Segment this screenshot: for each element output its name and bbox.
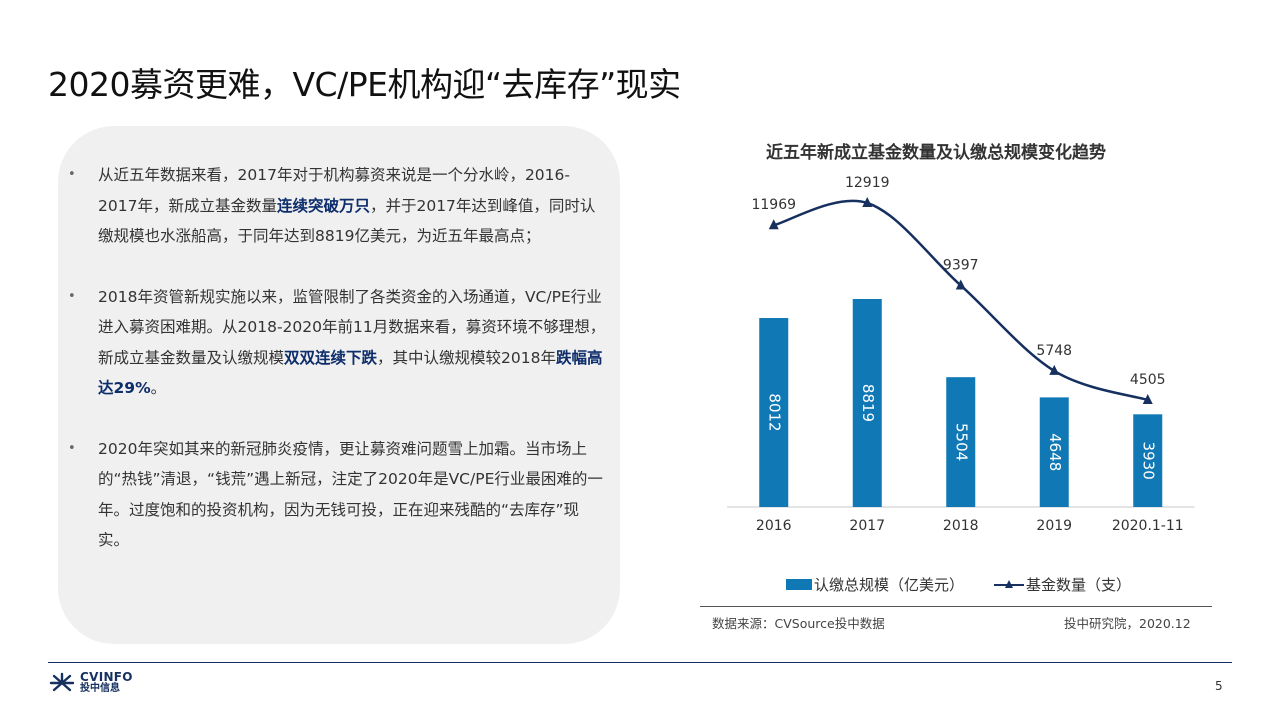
bullet-dot: • xyxy=(68,167,76,182)
bullet-dot: • xyxy=(68,288,76,304)
legend-item-bar: 认缴总规模（亿美元） xyxy=(786,574,964,595)
bullet-text: 2018年资管新规实施以来，监管限制了各类资金的入场通道，VC/PE行业进入募资… xyxy=(98,288,605,398)
bar xyxy=(1133,414,1163,507)
bar xyxy=(946,377,976,507)
emphasis-text: 跌幅高达29% xyxy=(98,348,603,398)
logo-chinese-name: 投中信息 xyxy=(80,683,120,694)
bar-value-label: 4648 xyxy=(1046,433,1064,471)
chart-legend: 认缴总规模（亿美元） 基金数量（支） xyxy=(786,574,1131,595)
line-marker xyxy=(768,219,779,230)
bullet-text: 从近五年数据来看，2017年对于机构募资来说是一个分水岭，2016-2017年，… xyxy=(98,166,595,245)
combo-chart: 8012 2016 8819 2017 5504 2018 4648 2019 3930 2020… xyxy=(727,175,1195,534)
cvinfo-logo: CVINFO 投中信息 xyxy=(48,671,133,695)
x-tick-label: 2019 xyxy=(1036,518,1072,534)
bullet-text: 2020年突如其来的新冠肺炎疫情，更让募资难问题雪上加霜。当市场上的“热钱”清退… xyxy=(98,440,603,550)
footer-divider xyxy=(48,662,1232,663)
logo-burst-icon xyxy=(49,672,75,692)
research-credit: 投中研究院，2020.12 xyxy=(1064,616,1191,631)
bullet-item: • 2018年资管新规实施以来，监管限制了各类资金的入场通道，VC/PE行业进入募… xyxy=(66,282,606,404)
legend-item-line: 基金数量（支） xyxy=(964,574,1131,595)
bar-value-label: 5504 xyxy=(952,423,970,461)
line-value-label: 5748 xyxy=(1036,343,1072,359)
legend-line-marker-icon xyxy=(994,578,1025,592)
line-value-label: 11969 xyxy=(751,197,796,213)
x-tick-label: 2018 xyxy=(943,518,979,534)
x-tick-label: 2020.1-11 xyxy=(1112,518,1184,534)
source-divider xyxy=(700,606,1212,607)
line-value-label: 4505 xyxy=(1130,372,1166,388)
bar-value-label: 8819 xyxy=(859,384,877,422)
bar-value-label: 8012 xyxy=(765,393,783,431)
bullet-list: • 从近五年数据来看，2017年对于机构募资来说是一个分水岭，2016-2017年… xyxy=(66,160,606,556)
legend-bar-label: 认缴总规模（亿美元） xyxy=(814,576,965,594)
body-text: ，并于2017年达到峰值，同时认缴规模也水涨船高，于同年达到8819亿美元，为近… xyxy=(98,196,596,246)
bullet-item: • 从近五年数据来看，2017年对于机构募资来说是一个分水岭，2016-2017年… xyxy=(66,160,606,252)
data-source-note: 数据来源：CVSource投中数据 xyxy=(712,616,885,631)
bar xyxy=(852,299,882,507)
line-marker xyxy=(1142,394,1153,404)
bullet-item: • 2020年突如其来的新冠肺炎疫情，更让募资难问题雪上加霜。当市场上的“热钱”清… xyxy=(66,434,606,556)
line-marker xyxy=(955,279,966,290)
slide-title: 2020募资更难，VC/PE机构迎“去库存”现实 xyxy=(48,65,681,104)
emphasis-text: 双双连续下跌 xyxy=(284,348,378,367)
body-text: 。 xyxy=(150,379,167,397)
bar-value-label: 3930 xyxy=(1139,442,1157,480)
line-marker xyxy=(862,197,873,207)
legend-bar-swatch xyxy=(786,579,812,590)
body-text: 2018年资管新规实施以来，监管限制了各类资金的入场通道，VC/PE行业进入募资… xyxy=(98,287,606,367)
bar xyxy=(759,318,789,507)
line-value-label: 9397 xyxy=(943,257,979,273)
fund-count-line xyxy=(773,199,1149,402)
legend-line-label: 基金数量（支） xyxy=(1026,576,1132,594)
logo-wordmark: CVINFO xyxy=(80,670,133,684)
body-text: ，其中认缴规模较2018年 xyxy=(377,348,556,367)
body-text: 2020年突如其来的新冠肺炎疫情，更让募资难问题雪上加霜。当市场上的“热钱”清退… xyxy=(98,439,603,550)
chart-title: 近五年新成立基金数量及认缴总规模变化趋势 xyxy=(766,143,1106,163)
x-tick-label: 2016 xyxy=(756,518,792,534)
text-panel xyxy=(58,126,620,644)
x-tick-label: 2017 xyxy=(849,518,885,534)
body-text: 从近五年数据来看，2017年对于机构募资来说是一个分水岭，2016-2017年，… xyxy=(98,166,570,215)
emphasis-text: 连续突破万只 xyxy=(276,196,370,215)
line-marker xyxy=(1049,364,1060,375)
bar xyxy=(1039,397,1069,507)
line-value-label: 12919 xyxy=(845,175,890,191)
page-number: 5 xyxy=(1215,679,1223,693)
bullet-dot: • xyxy=(68,440,76,456)
